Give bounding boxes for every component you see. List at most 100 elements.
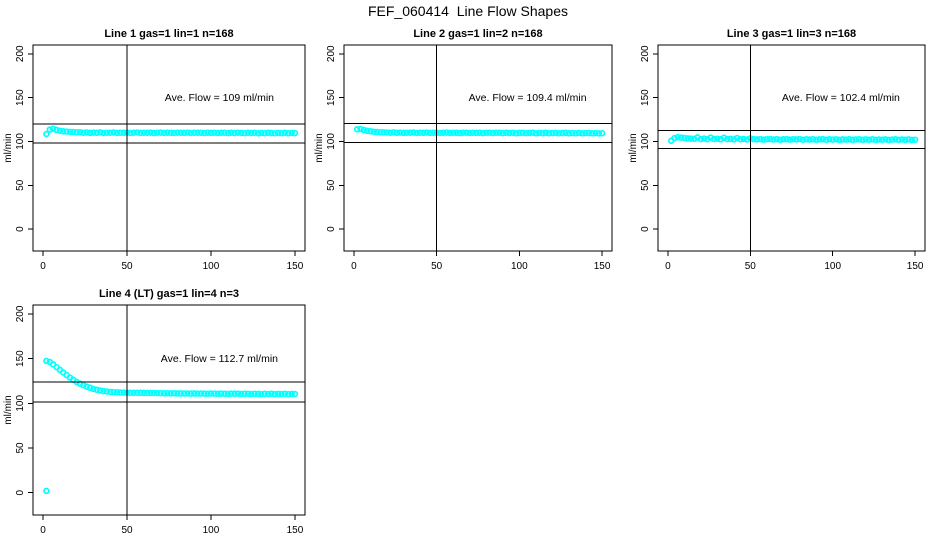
y-tick-label: 50 [15,442,26,454]
data-point [763,135,771,143]
y-tick-label: 150 [15,350,26,367]
data-point [789,135,797,143]
data-point [56,127,64,134]
data-point [43,130,50,138]
data-point [681,134,688,142]
data-point [443,129,450,136]
data-point [499,129,507,137]
data-point [489,129,497,137]
data-point [723,135,731,143]
data-point [380,129,387,136]
data-point [370,128,378,136]
data-point [264,390,272,398]
data-point [150,129,158,137]
data-point [766,135,774,143]
x-tick-label: 50 [121,261,133,272]
data-point [901,136,909,144]
data-point [227,390,235,397]
data-point [535,129,543,137]
data-point [143,389,151,397]
data-point [483,129,490,137]
y-tick-label: 150 [326,89,337,106]
data-point [578,130,586,137]
data-point [258,390,265,398]
data-point [258,129,265,137]
data-point [387,129,394,136]
data-point [852,136,860,143]
data-point [160,389,168,397]
data-point [90,385,97,393]
y-tick-label: 100 [326,133,337,150]
data-point [522,129,530,137]
data-points [43,357,299,495]
data-point [268,129,275,137]
data-point [730,136,738,143]
y-tick-label: 200 [15,45,26,62]
data-point [473,129,480,137]
data-point [164,129,171,136]
data-point [177,390,185,397]
data-point [905,136,912,143]
data-point [403,129,411,136]
data-point [224,390,232,398]
data-point [174,129,181,136]
data-point [133,389,141,397]
y-tick-label: 50 [326,179,337,191]
data-point [832,135,840,143]
data-point [127,129,134,137]
data-point [770,136,777,143]
data-point [743,136,751,143]
data-point [53,126,60,134]
data-point [845,136,853,143]
data-point [248,390,255,398]
data-point [416,129,424,136]
data-point [140,129,148,136]
data-point [562,129,569,137]
data-point [393,129,401,137]
data-point [773,135,780,143]
data-point [86,384,94,392]
x-tick-label: 50 [745,261,757,272]
data-point [512,129,520,137]
data-point [373,128,381,136]
panel-title: Line 1 gas=1 lin=1 n=168 [104,28,233,40]
data-point [750,135,757,143]
data-point [140,389,148,397]
data-point [816,136,823,143]
data-point [677,134,685,141]
ave-flow-annotation: Ave. Flow = 109.4 ml/min [469,92,587,104]
data-point [59,128,67,135]
data-points [667,133,919,144]
data-point [420,129,427,137]
data-point [180,390,188,397]
panel-3: 0 50 100 150 0 50 100 150 200 ml/min Line 3 gas=1 … [628,28,926,272]
x-tick-label: 0 [40,261,46,272]
data-point [83,129,90,136]
data-point [221,129,228,136]
data-point [786,136,794,143]
data-point [400,129,407,137]
outlier-point [43,487,50,495]
data-point [516,129,523,137]
data-point [714,135,721,142]
data-point [241,390,248,397]
data-point [221,390,228,397]
x-tick-label: 0 [665,261,671,272]
data-point [288,390,295,398]
data-point [727,135,734,143]
data-point [529,129,536,136]
data-point [194,390,201,397]
data-point [268,390,275,397]
data-point [214,129,221,137]
data-point [237,129,245,137]
data-point [809,135,817,143]
data-point [423,129,430,136]
x-tick-label: 150 [594,261,611,272]
data-point [426,129,434,137]
data-point [363,127,371,135]
data-point [96,387,104,394]
data-point [100,387,107,395]
data-point [756,135,764,143]
data-point [502,129,510,137]
x-tick-label: 50 [121,525,133,536]
